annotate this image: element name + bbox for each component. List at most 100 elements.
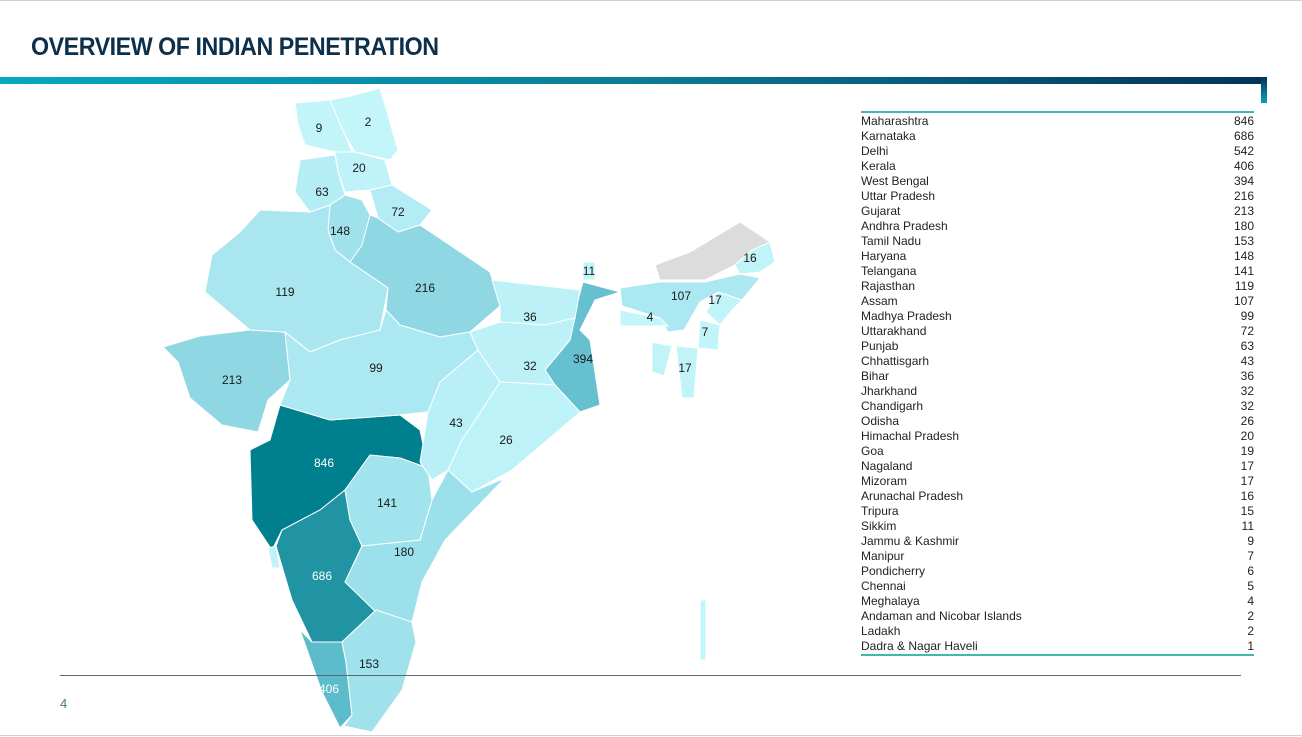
state-name: Karnataka [861, 129, 916, 143]
state-name: Tripura [861, 504, 899, 518]
table-row: Madhya Pradesh 99 [861, 309, 1254, 324]
table-row: Bihar 36 [861, 369, 1254, 384]
state-value: 9 [1247, 534, 1254, 548]
table-row: Andaman and Nicobar Islands 2 [861, 609, 1254, 624]
state-value: 2 [1247, 609, 1254, 623]
state-name: West Bengal [861, 174, 929, 188]
table-row: Goa 19 [861, 444, 1254, 459]
table-row: Maharashtra 846 [861, 114, 1254, 129]
table-row: Chennai 5 [861, 579, 1254, 594]
region-label-jammu-kashmir: 9 [316, 121, 323, 135]
state-value: 141 [1233, 264, 1254, 278]
state-name: Chandigarh [861, 399, 924, 413]
state-name: Kerala [861, 159, 896, 173]
state-value: 394 [1233, 174, 1254, 188]
region-label-mizoram: 17 [678, 361, 692, 375]
region-odisha [447, 381, 581, 493]
state-name: Haryana [861, 249, 907, 263]
state-name: Uttar Pradesh [861, 189, 936, 203]
state-value: 119 [1234, 279, 1254, 293]
state-name: Sikkim [861, 519, 897, 533]
table-row: Uttarakhand 72 [861, 324, 1254, 339]
table-row: Telangana 141 [861, 264, 1254, 279]
state-value: 17 [1240, 459, 1254, 473]
title-accent-bar-end [1261, 77, 1267, 103]
region-label-maharashtra: 846 [314, 456, 334, 470]
region-tamil-nadu [341, 609, 417, 733]
table-row: Himachal Pradesh 20 [861, 429, 1254, 444]
table-row: Rajasthan 119 [861, 279, 1254, 294]
region-label-odisha: 26 [499, 433, 513, 447]
state-value: 15 [1240, 504, 1254, 518]
region-label-madhya-pradesh: 99 [369, 361, 383, 375]
table-row: Sikkim 11 [861, 519, 1254, 534]
table-row: Andhra Pradesh 180 [861, 219, 1254, 234]
state-value: 1 [1247, 639, 1254, 653]
region-label-uttarakhand: 72 [391, 205, 405, 219]
state-value: 36 [1240, 369, 1254, 383]
region-manipur [697, 319, 721, 351]
table-row: Haryana 148 [861, 249, 1254, 264]
table-row: Ladakh 2 [861, 624, 1254, 639]
table-row: Gujarat 213 [861, 204, 1254, 219]
bottom-border [0, 735, 1302, 736]
state-name: Punjab [861, 339, 899, 353]
state-name: Goa [861, 444, 884, 458]
state-value: 180 [1233, 219, 1254, 233]
table-row: West Bengal 394 [861, 174, 1254, 189]
state-name: Uttarakhand [861, 324, 927, 338]
state-value: 213 [1233, 204, 1254, 218]
footer-divider [60, 675, 1241, 676]
state-value: 63 [1240, 339, 1254, 353]
state-value: 542 [1233, 144, 1254, 158]
table-row: Odisha 26 [861, 414, 1254, 429]
table-row: Nagaland 17 [861, 459, 1254, 474]
table-row: Tripura 15 [861, 504, 1254, 519]
region-arunachal-pradesh-no-data [654, 221, 772, 281]
region-tripura [651, 341, 673, 377]
state-name: Andhra Pradesh [861, 219, 948, 233]
state-name: Maharashtra [861, 114, 929, 128]
region-label-arunachal-pradesh: 16 [743, 251, 757, 265]
page-number: 4 [60, 696, 68, 711]
state-value: 11 [1241, 519, 1254, 533]
region-label-nagaland: 17 [708, 293, 722, 307]
page-title: OVERVIEW OF INDIAN PENETRATION [31, 33, 439, 61]
state-name: Tamil Nadu [861, 234, 922, 248]
region-andaman-and-nicobar-islands [699, 599, 707, 661]
region-label-uttar-pradesh: 216 [415, 281, 435, 295]
region-label-himachal-pradesh: 20 [352, 161, 366, 175]
region-label-karnataka: 686 [312, 569, 332, 583]
region-nagaland [705, 291, 743, 326]
table-row: Manipur 7 [861, 549, 1254, 564]
state-value: 7 [1247, 549, 1254, 563]
region-label-assam: 107 [671, 289, 691, 303]
region-label-punjab: 63 [315, 185, 329, 199]
table-row: Delhi 542 [861, 144, 1254, 159]
state-name: Andaman and Nicobar Islands [861, 609, 1022, 623]
state-name: Himachal Pradesh [861, 429, 960, 443]
region-label-meghalaya: 4 [647, 310, 654, 324]
table-row: Tamil Nadu 153 [861, 234, 1254, 249]
region-telangana [344, 454, 433, 547]
state-penetration-table: Maharashtra 846 Karnataka 686 Delhi 542 Kerala… [861, 111, 1254, 656]
table-row: Dadra & Nagar Haveli 1 [861, 639, 1254, 654]
state-name: Nagaland [861, 459, 913, 473]
table-row: Meghalaya 4 [861, 594, 1254, 609]
state-name: Odisha [861, 414, 900, 428]
table-row: Jharkhand 32 [861, 384, 1254, 399]
state-value: 107 [1233, 294, 1254, 308]
region-mizoram [675, 345, 699, 399]
table-row: Jammu & Kashmir 9 [861, 534, 1254, 549]
region-label-bihar: 36 [523, 310, 537, 324]
table-row: Kerala 406 [861, 159, 1254, 174]
state-name: Jharkhand [861, 384, 918, 398]
region-gujarat [162, 329, 291, 433]
table-row: Mizoram 17 [861, 474, 1254, 489]
state-value: 2 [1247, 624, 1254, 638]
region-label-west-bengal: 394 [573, 352, 593, 366]
region-meghalaya [619, 309, 670, 327]
region-label-sikkim: 11 [583, 264, 596, 278]
state-value: 406 [1233, 159, 1254, 173]
title-accent-bar [0, 77, 1267, 84]
